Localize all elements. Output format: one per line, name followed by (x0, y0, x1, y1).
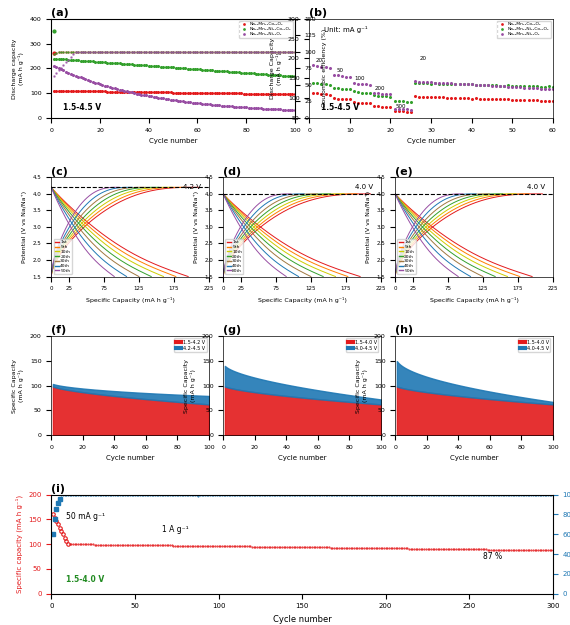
Text: (i): (i) (51, 484, 66, 494)
Legend: Na₂₃Mn₁₃Co₂₃O₂, Na₂₃Mn₁₂Ni₁₄Co₁₄O₂, Na₂₃Mn₂₃Ni₁₂O₂: Na₂₃Mn₁₃Co₂₃O₂, Na₂₃Mn₁₂Ni₁₄Co₁₄O₂, Na₂₃… (496, 21, 551, 38)
Legend: 1.5-4.2 V, 4.2-4.5 V: 1.5-4.2 V, 4.2-4.5 V (174, 338, 206, 352)
Text: (f): (f) (51, 325, 67, 335)
Y-axis label: Specific Capacity
(mA h g⁻¹): Specific Capacity (mA h g⁻¹) (356, 359, 368, 413)
Text: (h): (h) (395, 325, 413, 335)
X-axis label: Cycle number: Cycle number (106, 456, 154, 461)
Legend: 1.5-4.0 V, 4.0-4.5 V: 1.5-4.0 V, 4.0-4.5 V (518, 338, 551, 352)
Text: 1.5-4.5 V: 1.5-4.5 V (63, 103, 101, 112)
Text: 500: 500 (396, 104, 406, 109)
Text: 20: 20 (316, 58, 323, 63)
X-axis label: Cycle number: Cycle number (272, 615, 332, 624)
Text: (d): (d) (223, 167, 242, 177)
Text: (c): (c) (51, 167, 68, 177)
Text: 20: 20 (420, 56, 426, 61)
Text: (e): (e) (395, 167, 413, 177)
Y-axis label: Potential (V vs Na/Na⁺): Potential (V vs Na/Na⁺) (194, 191, 199, 263)
X-axis label: Cycle number: Cycle number (278, 456, 327, 461)
Text: 200: 200 (375, 86, 385, 91)
Legend: 1.5-4.0 V, 4.0-4.5 V: 1.5-4.0 V, 4.0-4.5 V (346, 338, 378, 352)
Text: 50 mA g⁻¹: 50 mA g⁻¹ (66, 512, 105, 521)
Legend: 1st, 5th, 10th, 20th, 30th, 40th, 80th: 1st, 5th, 10th, 20th, 30th, 40th, 80th (226, 239, 243, 274)
X-axis label: Cycle number: Cycle number (407, 138, 455, 144)
Text: 87 %: 87 % (483, 552, 502, 561)
Y-axis label: Potential (V vs Na/Na⁺): Potential (V vs Na/Na⁺) (22, 191, 27, 263)
Text: 100: 100 (355, 76, 365, 81)
Y-axis label: Discharge Capacity
(mA h g⁻¹): Discharge Capacity (mA h g⁻¹) (270, 38, 282, 99)
Y-axis label: Potential (V vs Na/Na⁺): Potential (V vs Na/Na⁺) (366, 191, 371, 263)
Y-axis label: Specific Capacity
(mA h g⁻¹): Specific Capacity (mA h g⁻¹) (184, 359, 196, 413)
Text: 4.2 V: 4.2 V (183, 184, 201, 190)
Y-axis label: Discharge capacity
(mA h g⁻¹): Discharge capacity (mA h g⁻¹) (13, 38, 25, 99)
Y-axis label: Specific Capacity
(mA h g⁻¹): Specific Capacity (mA h g⁻¹) (13, 359, 25, 413)
Text: Unit: mA g⁻¹: Unit: mA g⁻¹ (324, 26, 368, 32)
Text: 4.0 V: 4.0 V (355, 184, 373, 190)
Text: (a): (a) (51, 8, 69, 18)
Text: (b): (b) (310, 8, 327, 18)
Text: 1.5-4.0 V: 1.5-4.0 V (66, 575, 105, 584)
X-axis label: Specific Capacity (mA h g⁻¹): Specific Capacity (mA h g⁻¹) (430, 297, 519, 302)
X-axis label: Cycle number: Cycle number (149, 138, 197, 144)
Legend: Na₂₃Mn₁₃Co₂₃O₂, Na₂₃Mn₁₂Ni₁₄Co₁₄O₂, Na₂₃Mn₂₃Ni₁₂O₂: Na₂₃Mn₁₃Co₂₃O₂, Na₂₃Mn₁₂Ni₁₄Co₁₄O₂, Na₂₃… (239, 21, 293, 38)
Legend: 1st, 5th, 10th, 20th, 30th, 40th, 50th: 1st, 5th, 10th, 20th, 30th, 40th, 50th (397, 239, 416, 274)
Text: 1.5-4.5 V: 1.5-4.5 V (321, 103, 360, 112)
Text: 50: 50 (336, 68, 343, 73)
Y-axis label: Coulombic efficiency (%): Coulombic efficiency (%) (322, 29, 327, 107)
X-axis label: Cycle number: Cycle number (450, 456, 498, 461)
Legend: 1st, 5th, 10th, 20th, 30th, 40th, 50th: 1st, 5th, 10th, 20th, 30th, 40th, 50th (54, 239, 72, 274)
Text: 1 A g⁻¹: 1 A g⁻¹ (162, 525, 188, 534)
Y-axis label: Specific capacity (mA h g⁻¹): Specific capacity (mA h g⁻¹) (15, 495, 23, 593)
X-axis label: Specific Capacity (mA h g⁻¹): Specific Capacity (mA h g⁻¹) (258, 297, 347, 302)
Text: (g): (g) (223, 325, 242, 335)
Text: 4.0 V: 4.0 V (527, 184, 545, 190)
X-axis label: Specific Capacity (mA h g⁻¹): Specific Capacity (mA h g⁻¹) (86, 297, 174, 302)
